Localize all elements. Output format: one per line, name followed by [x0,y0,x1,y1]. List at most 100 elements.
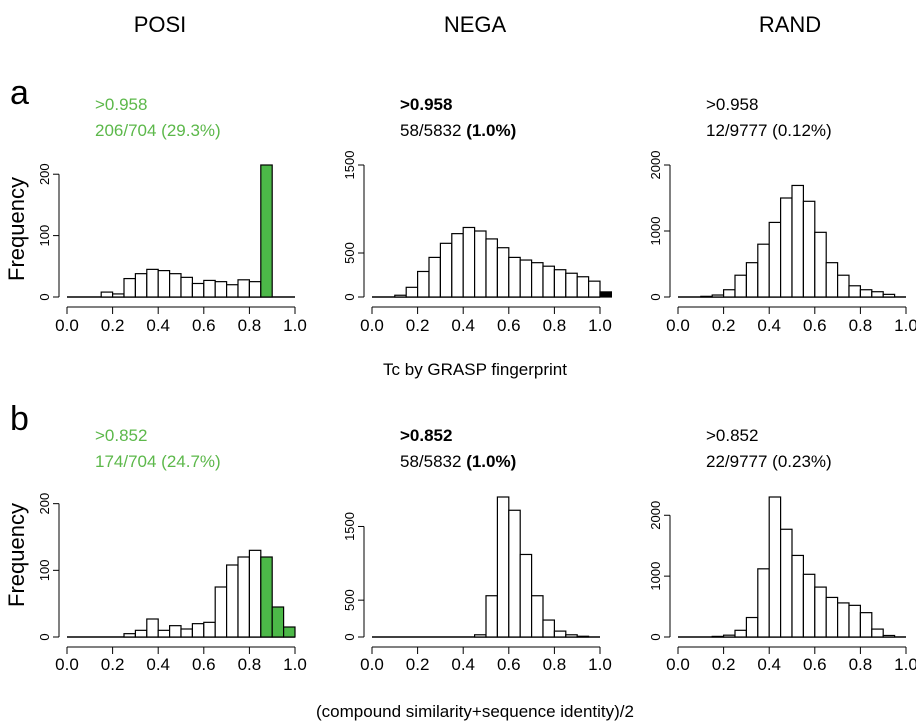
histogram-bar [180,628,193,638]
x-tick-label: 0.2 [712,316,736,335]
histogram-bar [169,273,182,298]
x-tick-label: 0.2 [406,316,430,335]
x-tick-label: 0.0 [360,655,384,674]
histogram-bar [802,573,816,638]
x-tick-label: 0.4 [757,316,781,335]
x-tick-label: 0.6 [497,316,521,335]
annotation-threshold: >0.958 [95,95,147,114]
histogram-bar [474,634,487,638]
annotation-count: 58/5832 (1.0%) [400,452,516,471]
histogram-bar [576,276,590,298]
annotation-count: 12/9777 (0.12%) [706,121,832,140]
x-tick-label: 0.4 [757,655,781,674]
histogram-bar [757,243,770,298]
histogram-bar [123,277,136,298]
histogram-bar [508,509,521,638]
x-tick-label: 0.0 [360,316,384,335]
annotation-count-value: 58/5832 [400,452,466,471]
histogram-bar [203,279,216,298]
histogram-bar [745,262,759,298]
y-tick-label: 500 [342,589,357,611]
column-title-posi: POSI [134,12,187,37]
histogram-bar [825,596,839,638]
annotation-count-value: 58/5832 [400,121,466,140]
chart-b-rand: >0.852 22/9777 (0.23%) 0.0 0.2 0.4 0.6 0.8 1.0 0… [648,426,916,674]
y-tick-label: 1000 [648,217,663,246]
histogram-bar [836,274,850,298]
histogram-bar [836,602,850,638]
x-tick-label: 0.8 [238,655,262,674]
x-tick-label: 0.8 [849,655,873,674]
histogram-bar [734,274,747,298]
histogram-bar [791,184,804,298]
histogram-bar [576,635,590,638]
x-tick-label: 0.6 [192,316,216,335]
histogram-bar [734,629,747,638]
x-tick-label: 1.0 [283,655,307,674]
histogram-bar [157,629,171,638]
x-tick-label: 1.0 [588,655,612,674]
histogram-bar [553,630,567,638]
histogram-bar [519,553,533,638]
x-tick-label: 0.4 [451,655,475,674]
histogram-bar [814,586,827,638]
histogram-bar [553,269,567,298]
x-tick-label: 0.0 [55,316,79,335]
y-axis-label-b: Frequency [4,503,29,607]
histogram-bar [565,634,578,638]
annotation-threshold: >0.958 [706,95,758,114]
annotation-percent: (1.0%) [466,121,516,140]
histogram-bar [859,289,873,298]
histogram-bar [768,496,782,638]
chart-a-rand: >0.958 12/9777 (0.12%) 0.0 0.2 0.4 0.6 0.8 1.0 0… [648,95,916,335]
histogram-bar [180,276,193,298]
annotation-count: 206/704 (29.3%) [95,121,221,140]
x-tick-label: 0.6 [803,316,827,335]
histogram-bar [226,564,239,638]
histogram-bar [802,200,816,298]
histogram-bar [248,549,262,638]
histogram-bar [260,556,273,638]
x-tick-label: 0.2 [101,316,125,335]
histogram-bar [587,280,601,298]
histogram-bar [599,291,612,298]
histogram-bar [134,629,148,638]
y-tick-label: 500 [342,242,357,264]
x-tick-label: 0.4 [146,316,170,335]
panel-letter-a: a [10,74,29,112]
histogram-bar [508,256,521,298]
histogram-bar [768,221,782,298]
chart-b-posi: >0.852 174/704 (24.7%) 0.0 0.2 0.4 0.6 0.8 1.0 0… [37,426,307,674]
histogram-bar [191,282,205,298]
y-tick-label: 0 [37,633,52,640]
chart-b-nega: >0.852 58/5832 (1.0%) 0.0 0.2 0.4 0.6 0.8 1.0 0 5… [342,426,612,674]
histogram-bar [157,270,171,298]
histogram-bar [496,496,510,638]
histogram-bar [405,286,419,298]
histogram-bar [111,293,125,298]
histogram-bar [848,285,861,298]
histogram-bar [169,625,182,638]
histogram-bar [882,634,896,638]
histogram-bar [237,556,250,638]
y-tick-label: 100 [37,225,52,247]
histogram-bar [882,293,896,298]
x-tick-label: 0.6 [803,655,827,674]
x-tick-label: 0.8 [543,655,567,674]
y-tick-label: 100 [37,559,52,581]
histogram-bar [146,618,159,638]
x-tick-label: 1.0 [588,316,612,335]
histogram-bar [711,294,725,298]
histogram-bar [791,554,804,638]
annotation-threshold: >0.852 [400,426,452,445]
histogram-bar [191,623,205,638]
x-tick-label: 0.2 [101,655,125,674]
histogram-bar [100,291,114,298]
annotation-percent: (1.0%) [466,452,516,471]
histogram-bar [451,233,464,298]
y-tick-label: 1500 [342,151,357,180]
histogram-bar [859,612,873,638]
histogram-bar [700,295,713,298]
histogram-bar [496,247,510,298]
